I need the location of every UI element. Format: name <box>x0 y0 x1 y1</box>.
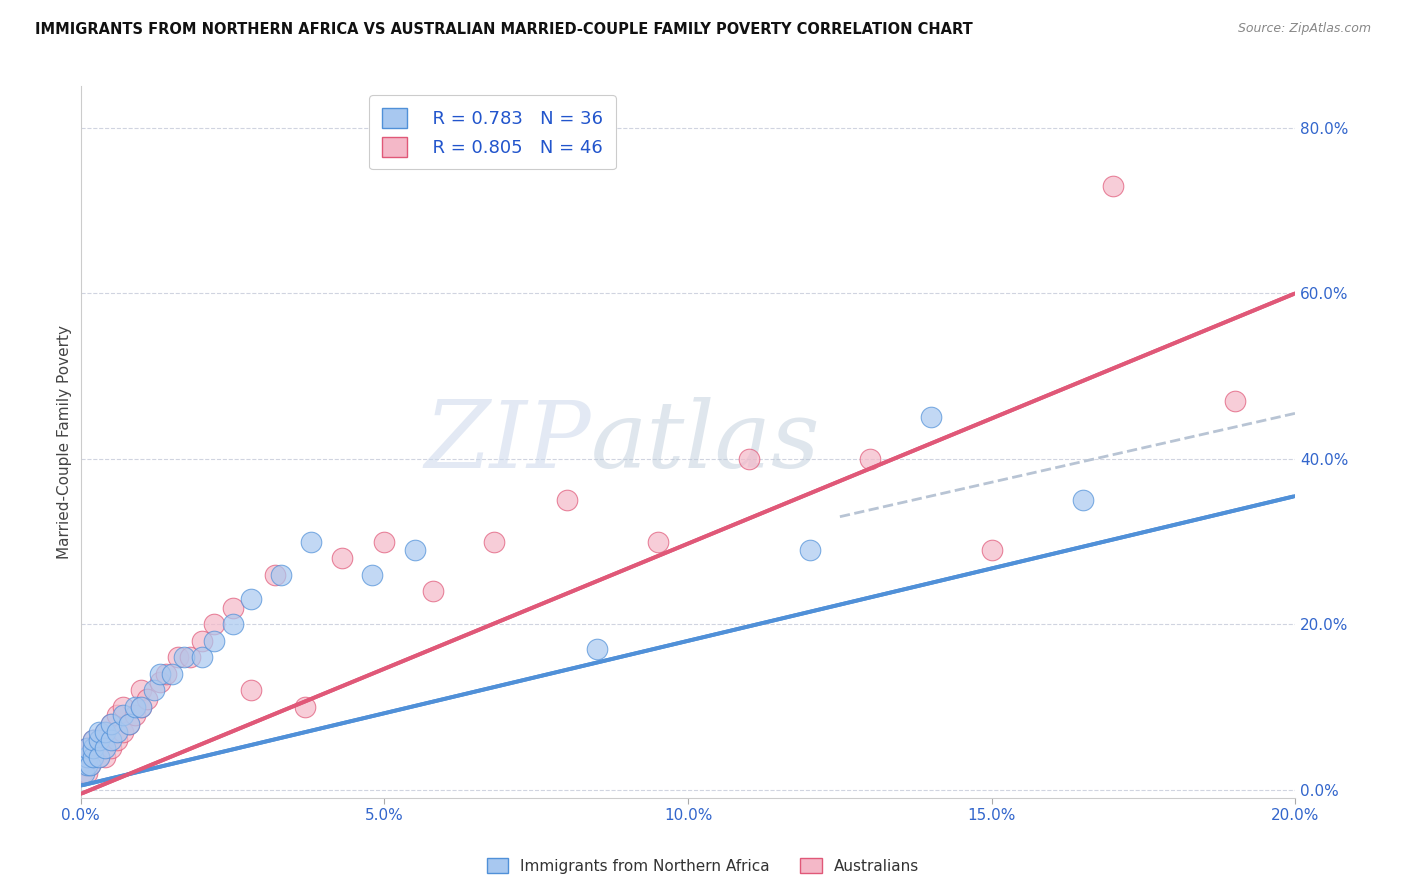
Point <box>105 733 128 747</box>
Point <box>166 650 188 665</box>
Point <box>82 741 104 756</box>
Text: ZIP: ZIP <box>425 397 591 487</box>
Point <box>149 667 172 681</box>
Point <box>105 708 128 723</box>
Point <box>76 741 98 756</box>
Point <box>131 700 153 714</box>
Point <box>191 633 214 648</box>
Point <box>239 592 262 607</box>
Point <box>87 749 110 764</box>
Point <box>82 749 104 764</box>
Point <box>301 534 323 549</box>
Point <box>72 766 94 780</box>
Y-axis label: Married-Couple Family Poverty: Married-Couple Family Poverty <box>58 326 72 559</box>
Point <box>82 733 104 747</box>
Point <box>142 683 165 698</box>
Point <box>76 766 98 780</box>
Point <box>361 567 384 582</box>
Point <box>149 675 172 690</box>
Point <box>112 724 135 739</box>
Point <box>124 708 146 723</box>
Legend: Immigrants from Northern Africa, Australians: Immigrants from Northern Africa, Austral… <box>481 852 925 880</box>
Point <box>100 716 122 731</box>
Point <box>136 691 159 706</box>
Point <box>131 683 153 698</box>
Text: IMMIGRANTS FROM NORTHERN AFRICA VS AUSTRALIAN MARRIED-COUPLE FAMILY POVERTY CORR: IMMIGRANTS FROM NORTHERN AFRICA VS AUSTR… <box>35 22 973 37</box>
Point <box>131 700 153 714</box>
Point <box>422 584 444 599</box>
Point <box>100 733 122 747</box>
Point <box>270 567 292 582</box>
Point <box>221 600 243 615</box>
Point <box>76 741 98 756</box>
Point <box>221 617 243 632</box>
Point <box>980 542 1002 557</box>
Point <box>920 410 942 425</box>
Point <box>1102 178 1125 193</box>
Point <box>87 749 110 764</box>
Point <box>1223 393 1246 408</box>
Point <box>555 493 578 508</box>
Point <box>82 733 104 747</box>
Point <box>112 700 135 714</box>
Text: atlas: atlas <box>591 397 820 487</box>
Point <box>94 741 117 756</box>
Point <box>239 683 262 698</box>
Point <box>87 724 110 739</box>
Point <box>482 534 505 549</box>
Point <box>294 700 316 714</box>
Point <box>173 650 195 665</box>
Point <box>94 733 117 747</box>
Point <box>79 758 101 772</box>
Point <box>112 708 135 723</box>
Point <box>79 758 101 772</box>
Point <box>73 766 96 780</box>
Point <box>799 542 821 557</box>
Point <box>73 758 96 772</box>
Point <box>373 534 395 549</box>
Point <box>1071 493 1094 508</box>
Legend:   R = 0.783   N = 36,   R = 0.805   N = 46: R = 0.783 N = 36, R = 0.805 N = 46 <box>370 95 616 169</box>
Point <box>100 741 122 756</box>
Point <box>100 716 122 731</box>
Point <box>738 451 761 466</box>
Point <box>202 617 225 632</box>
Point <box>647 534 669 549</box>
Point <box>82 749 104 764</box>
Text: Source: ZipAtlas.com: Source: ZipAtlas.com <box>1237 22 1371 36</box>
Point <box>264 567 287 582</box>
Point <box>124 700 146 714</box>
Point <box>76 758 98 772</box>
Point <box>76 749 98 764</box>
Point <box>118 716 141 731</box>
Point <box>330 551 353 566</box>
Point <box>118 716 141 731</box>
Point <box>160 667 183 681</box>
Point <box>586 642 609 657</box>
Point <box>82 741 104 756</box>
Point <box>94 749 117 764</box>
Point <box>94 724 117 739</box>
Point <box>191 650 214 665</box>
Point <box>404 542 426 557</box>
Point <box>76 749 98 764</box>
Point <box>94 724 117 739</box>
Point <box>179 650 201 665</box>
Point <box>87 733 110 747</box>
Point <box>859 451 882 466</box>
Point <box>87 733 110 747</box>
Point <box>155 667 177 681</box>
Point <box>202 633 225 648</box>
Point <box>105 724 128 739</box>
